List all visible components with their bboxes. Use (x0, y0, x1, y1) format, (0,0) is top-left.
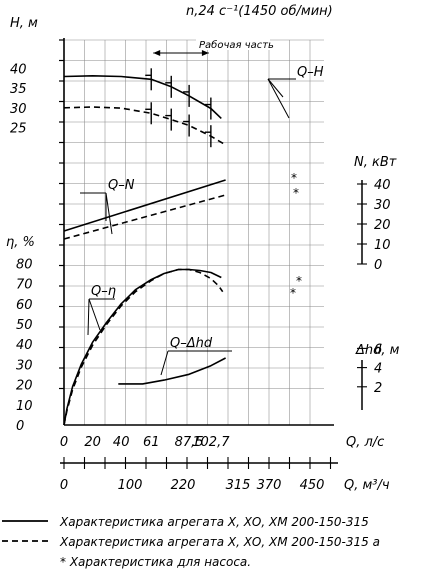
star-marker-eta-dashed: * (290, 286, 296, 300)
eta-axis-tick-label: 10 (16, 399, 33, 414)
q-m3h-tick-label: 0 (60, 478, 68, 493)
chart-series (63, 68, 227, 426)
eta-axis-tick-label: 50 (16, 318, 33, 333)
eta-axis-tick-label: 80 (16, 257, 33, 272)
q-m3h-tick-label: 370 (257, 478, 282, 493)
q-m3h-axis-label: Q, м³/ч (344, 478, 390, 493)
star-marker-eta-solid: * (296, 274, 302, 288)
q-ls-axis-label: Q, л/с (346, 435, 384, 450)
chart-axes (59, 38, 367, 469)
leader-qeta-to-solid (87, 298, 90, 336)
eta-axis-tick-label: 30 (16, 358, 33, 373)
q-ls-tick-label: 61 (143, 435, 160, 450)
legend-text-solid: Характеристика агрегата Х, ХО, ХМ 200-15… (59, 515, 369, 529)
working-range-arrow-left (153, 50, 161, 56)
q-ls-tick-label: 102,7 (192, 435, 230, 450)
chart-grid (64, 39, 324, 425)
q-ls-tick-label: 40 (113, 435, 130, 450)
series-qeta-solid (63, 268, 222, 426)
dh-axis-tick-label: 4 (374, 362, 382, 377)
legend-text-dashed: Характеристика агрегата Х, ХО, ХМ 200-15… (59, 535, 380, 549)
q-ls-tick-label: 20 (84, 435, 101, 450)
working-range-label-bg (196, 37, 270, 50)
h-axis-tick-label: 25 (10, 122, 27, 137)
curve-label-qh: Q–H (297, 65, 324, 80)
n-axis-tick-label: 40 (374, 178, 391, 193)
chart-legend: Характеристика агрегата Х, ХО, ХМ 200-15… (2, 515, 380, 569)
eta-axis-tick-label: 70 (16, 278, 33, 293)
q-m3h-tick-label: 100 (118, 478, 143, 493)
series-qn-dashed (63, 194, 226, 240)
working-range-arrow-right (201, 50, 209, 56)
leader-qh-to-solid (267, 78, 284, 98)
dh-axis-tick-label: 2 (374, 381, 382, 396)
leader-qdh-to-curve (160, 350, 169, 376)
h-axis-tick-label: 30 (10, 102, 27, 117)
curve-label-qn: Q–N (108, 178, 135, 193)
eta-axis-tick-label: 60 (16, 298, 33, 313)
eta-axis-tick-label: 0 (16, 419, 24, 434)
working-range-label: Рабочая часть (199, 39, 274, 51)
h-axis-tick-label: 40 (10, 62, 27, 77)
n-axis-tick-label: 20 (374, 218, 391, 233)
series-qdh-solid (118, 357, 226, 385)
curve-label-qdh: Q–Δhd (170, 336, 213, 351)
q-ls-tick-label: 87,5 (175, 435, 204, 450)
star-marker-n-dashed: * (293, 186, 299, 200)
n-axis-label: N, кВт (354, 155, 397, 170)
n-axis-tick-label: 30 (374, 198, 391, 213)
h-axis-tick-label: 35 (10, 82, 27, 97)
q-m3h-tick-label: 220 (171, 478, 196, 493)
star-marker-n-solid: * (291, 171, 297, 185)
leader-qn-to-dashed (105, 192, 113, 235)
dh-axis-label: Δhd, м (355, 343, 400, 358)
curve-label-qeta: Q–η (91, 284, 116, 299)
series-qh-dashed (63, 106, 227, 146)
q-m3h-tick-label: 315 (226, 478, 251, 493)
leader-qeta-to-dashed (88, 298, 101, 331)
dh-axis-tick-label: 6 (374, 342, 382, 357)
n-axis-tick-label: 10 (374, 238, 391, 253)
legend-note: * Характеристика для насоса. (60, 555, 251, 569)
series-qh-solid (63, 75, 222, 119)
eta-axis-tick-label: 20 (16, 379, 33, 394)
series-qn-solid (63, 179, 226, 232)
q-m3h-tick-label: 450 (300, 478, 325, 493)
h-axis-label: H, м (10, 16, 38, 31)
q-ls-tick-label: 0 (60, 435, 68, 450)
eta-axis-label: η, % (6, 235, 35, 250)
n-axis-tick-label: 0 (374, 258, 382, 273)
leader-qh-to-dashed (267, 78, 290, 119)
eta-axis-tick-label: 40 (16, 338, 33, 353)
chart-title: n,24 с⁻¹(1450 об/мин) (186, 4, 333, 19)
series-qeta-dashed (63, 268, 224, 426)
